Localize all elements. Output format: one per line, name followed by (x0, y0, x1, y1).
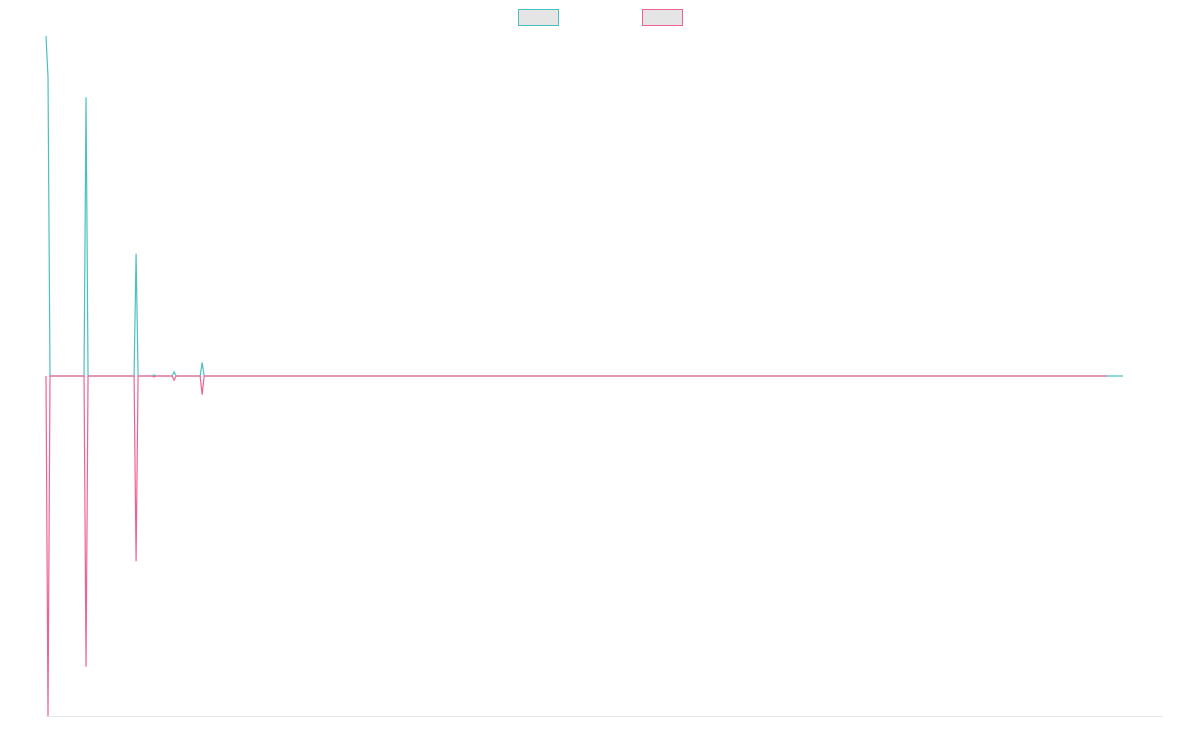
series-line-1 (45, 35, 1123, 377)
series-layer (45, 35, 1123, 717)
series-line-2 (45, 375, 1107, 717)
legend-swatch-2[interactable] (642, 9, 683, 26)
legend-swatch-1[interactable] (518, 9, 559, 26)
legend (518, 9, 683, 26)
plot-area (45, 35, 1163, 717)
